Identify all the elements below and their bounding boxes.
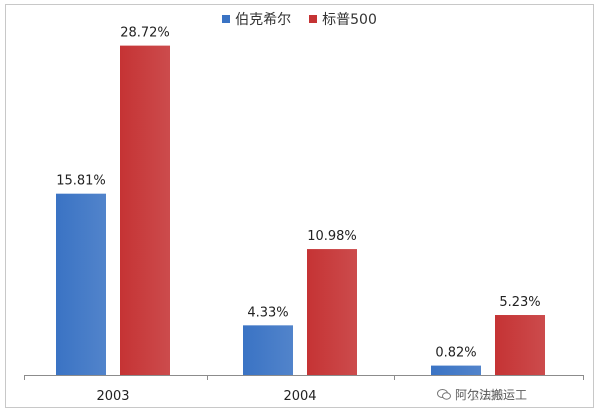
wechat-icon xyxy=(437,389,451,400)
legend-item-berkshire: 伯克希尔 xyxy=(222,9,291,29)
chart-legend: 伯克希尔 标普500 xyxy=(0,9,599,29)
legend-label-berkshire: 伯克希尔 xyxy=(235,12,292,28)
bar-sp500-2004 xyxy=(307,249,357,375)
x-tick-label-2003: 2003 xyxy=(96,389,129,404)
bar-berkshire-2003 xyxy=(56,193,106,375)
bar-berkshire-2005 xyxy=(431,365,481,375)
bar-sp500-2005 xyxy=(495,315,545,375)
data-label-berkshire-2003: 15.81% xyxy=(56,174,106,189)
bar-sp500-2003 xyxy=(120,45,170,376)
data-label-sp500-2004: 10.98% xyxy=(307,229,357,244)
data-label-berkshire-2004: 4.33% xyxy=(247,305,288,320)
legend-swatch-berkshire xyxy=(222,15,231,23)
legend-item-sp500: 标普500 xyxy=(309,9,377,29)
watermark: 阿尔法搬运工 xyxy=(434,386,531,403)
data-label-berkshire-2005: 0.82% xyxy=(435,346,476,361)
bar-berkshire-2004 xyxy=(243,325,293,375)
data-label-sp500-2005: 5.23% xyxy=(499,295,540,310)
x-tick-label-2004: 2004 xyxy=(283,389,316,404)
data-label-sp500-2003: 28.72% xyxy=(120,26,170,41)
legend-label-sp500: 标普500 xyxy=(322,12,377,28)
legend-swatch-sp500 xyxy=(309,15,318,23)
watermark-text: 阿尔法搬运工 xyxy=(455,388,528,402)
